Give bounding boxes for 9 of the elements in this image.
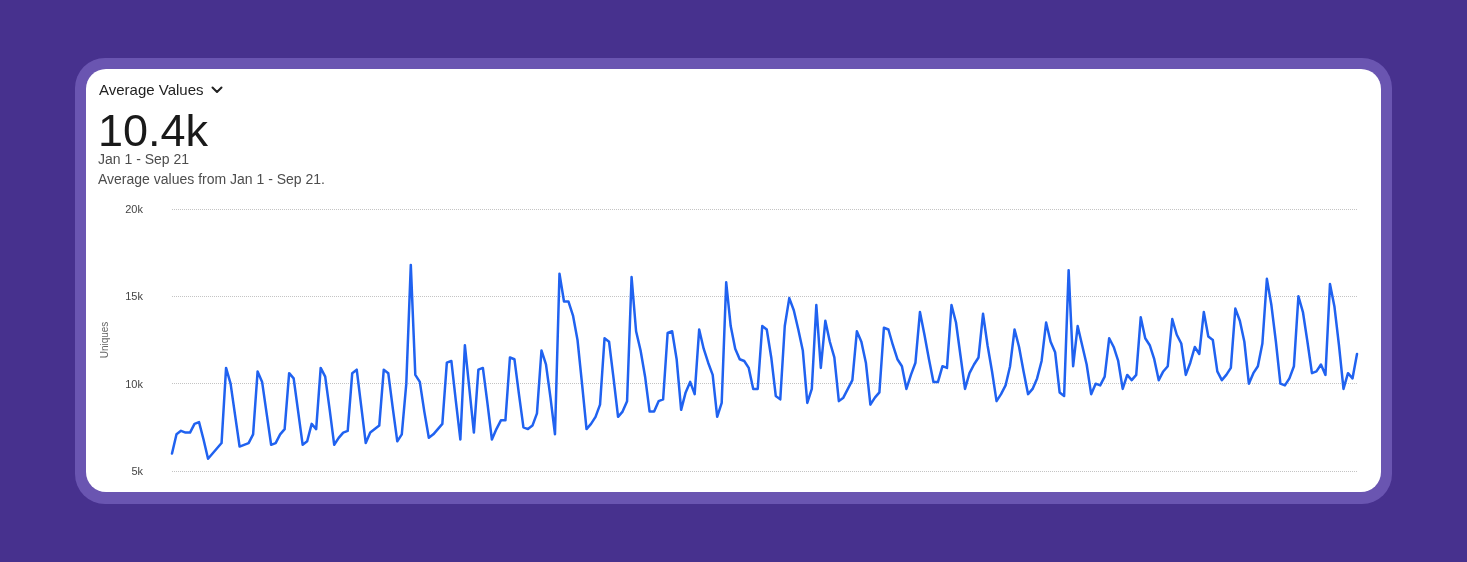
y-tick-label: 10k xyxy=(125,377,144,390)
y-tick-label: 5k xyxy=(131,465,144,477)
y-tick-label: 20k xyxy=(125,203,144,215)
y-axis-title: Uniques xyxy=(98,321,110,359)
text: Average values from Jan 1 - Sep 21. xyxy=(98,171,325,187)
line-series xyxy=(170,263,1359,461)
y-tick-label: 15k xyxy=(125,290,144,303)
chart-title: Average Values xyxy=(99,81,204,99)
text: Jan 1 - Sep 21 xyxy=(98,151,190,167)
